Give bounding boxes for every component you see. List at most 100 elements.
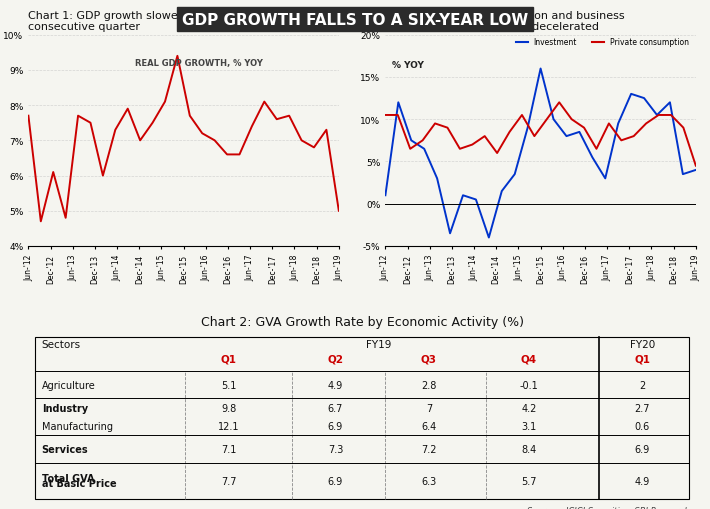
Text: Chart 3: Private consumption and business
investment demand have decelerated: Chart 3: Private consumption and busines…	[386, 11, 625, 32]
Investment	[420, 147, 428, 153]
Investment	[523, 125, 532, 131]
Text: REAL GDP GROWTH, % YOY: REAL GDP GROWTH, % YOY	[135, 59, 263, 68]
Investment	[485, 235, 493, 241]
Text: 0.6: 0.6	[635, 421, 650, 431]
Investment	[471, 197, 480, 203]
Investment	[692, 167, 700, 174]
Text: -0.1: -0.1	[520, 380, 538, 390]
Private consumption	[468, 142, 476, 148]
Text: 6.4: 6.4	[421, 421, 437, 431]
Text: Q4: Q4	[521, 354, 537, 363]
Private consumption	[617, 138, 626, 144]
Investment	[433, 176, 442, 182]
Investment	[601, 176, 609, 182]
Text: 6.9: 6.9	[328, 476, 343, 486]
Private consumption	[642, 121, 650, 127]
Investment	[536, 66, 545, 72]
Text: 4.9: 4.9	[635, 476, 650, 486]
Investment	[394, 100, 403, 106]
Text: % YOY: % YOY	[392, 61, 423, 70]
Text: 6.9: 6.9	[635, 444, 650, 454]
Investment	[510, 172, 519, 178]
Text: Q1: Q1	[221, 354, 236, 363]
Text: 6.7: 6.7	[328, 403, 343, 413]
Text: 7.2: 7.2	[421, 444, 437, 454]
Private consumption	[655, 112, 663, 119]
Text: Q1: Q1	[635, 354, 650, 363]
Text: 3.1: 3.1	[521, 421, 537, 431]
Text: 12.1: 12.1	[218, 421, 239, 431]
Private consumption	[381, 112, 390, 119]
Investment	[640, 96, 648, 102]
Text: Q3: Q3	[421, 354, 437, 363]
Investment	[614, 121, 623, 127]
Private consumption	[542, 117, 551, 123]
Text: 6.9: 6.9	[328, 421, 343, 431]
Private consumption	[692, 163, 700, 169]
Text: 7.1: 7.1	[221, 444, 236, 454]
Investment	[562, 134, 571, 140]
Text: 2: 2	[639, 380, 645, 390]
Text: 7.7: 7.7	[221, 476, 236, 486]
Line: Private consumption: Private consumption	[386, 103, 696, 166]
Investment	[575, 130, 584, 136]
Investment	[446, 231, 454, 237]
Private consumption	[393, 112, 402, 119]
Private consumption	[443, 125, 452, 131]
Text: Chart 1: GDP growth slowed for the fifth
consecutive quarter: Chart 1: GDP growth slowed for the fifth…	[28, 11, 252, 32]
Text: 7: 7	[426, 403, 432, 413]
Text: FY20: FY20	[630, 340, 655, 350]
Text: 4.9: 4.9	[328, 380, 343, 390]
Investment	[498, 189, 506, 195]
Text: 2.7: 2.7	[635, 403, 650, 413]
Investment	[627, 92, 635, 98]
Text: Services: Services	[42, 444, 88, 454]
Investment	[679, 172, 687, 178]
Text: FY19: FY19	[366, 340, 391, 350]
Investment	[652, 112, 661, 119]
Text: 2.8: 2.8	[421, 380, 437, 390]
Text: 5.1: 5.1	[221, 380, 236, 390]
Private consumption	[530, 134, 539, 140]
Text: 4.2: 4.2	[521, 403, 537, 413]
Text: Manufacturing: Manufacturing	[42, 421, 113, 431]
Private consumption	[418, 138, 427, 144]
Private consumption	[406, 147, 415, 153]
Text: 8.4: 8.4	[521, 444, 537, 454]
Line: Investment: Investment	[386, 69, 696, 238]
Investment	[666, 100, 674, 106]
Text: 6.3: 6.3	[421, 476, 437, 486]
Investment	[459, 193, 467, 199]
Private consumption	[456, 147, 464, 153]
Text: Chart 2: GVA Growth Rate by Economic Activity (%): Chart 2: GVA Growth Rate by Economic Act…	[201, 316, 523, 328]
Investment	[588, 155, 596, 161]
Private consumption	[481, 134, 489, 140]
Private consumption	[630, 134, 638, 140]
Text: GDP GROWTH FALLS TO A SIX-YEAR LOW: GDP GROWTH FALLS TO A SIX-YEAR LOW	[182, 13, 528, 27]
Private consumption	[431, 121, 439, 127]
Text: 9.8: 9.8	[221, 403, 236, 413]
Private consumption	[518, 112, 526, 119]
Private consumption	[555, 100, 564, 106]
Private consumption	[506, 130, 514, 136]
Private consumption	[592, 147, 601, 153]
Private consumption	[580, 125, 589, 131]
Private consumption	[493, 151, 501, 157]
Text: at Basic Price: at Basic Price	[42, 478, 116, 489]
Text: 7.3: 7.3	[328, 444, 343, 454]
Private consumption	[605, 121, 613, 127]
Private consumption	[667, 112, 675, 119]
Legend: Investment, Private consumption: Investment, Private consumption	[513, 35, 692, 50]
Text: Agriculture: Agriculture	[42, 380, 96, 390]
Text: Total GVA: Total GVA	[42, 473, 94, 483]
Investment	[407, 138, 415, 144]
Investment	[550, 117, 558, 123]
Private consumption	[679, 125, 688, 131]
Text: 5.7: 5.7	[521, 476, 537, 486]
Private consumption	[567, 117, 576, 123]
Text: Industry: Industry	[42, 403, 88, 413]
Text: Sources: ICICI Securities, SBI Research: Sources: ICICI Securities, SBI Research	[527, 506, 689, 509]
Investment	[381, 193, 390, 199]
Text: Sectors: Sectors	[42, 340, 81, 350]
Text: Q2: Q2	[327, 354, 344, 363]
